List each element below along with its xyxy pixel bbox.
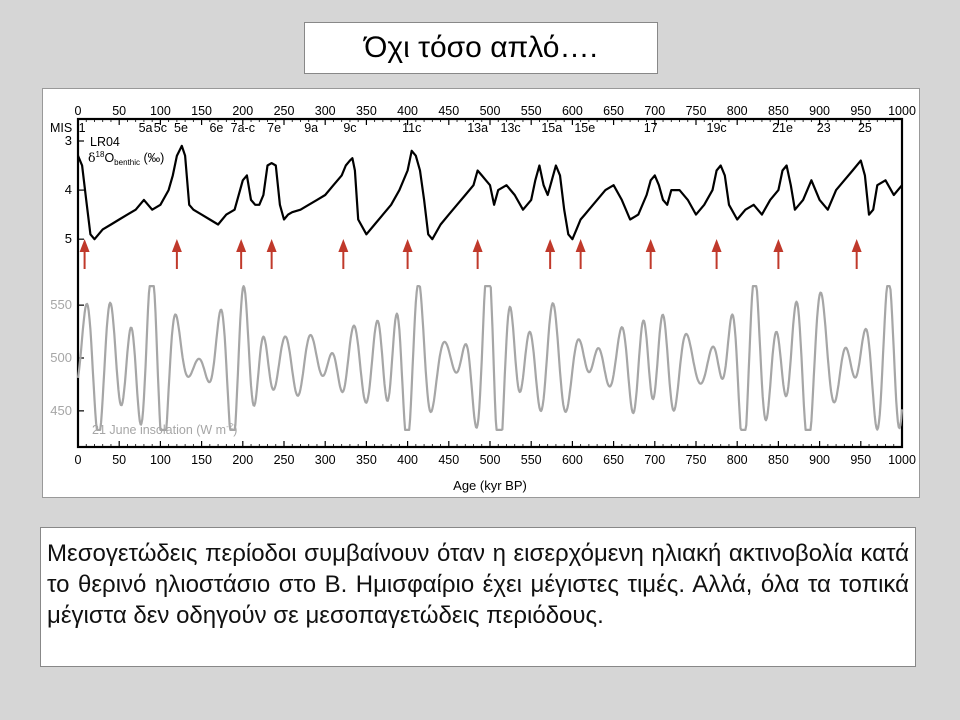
chart-frame: 0 0 50 50 100 100 150 150 200 200 250 250 300 300 350 3… [42,88,920,498]
x-tick-label-bottom: 1000 [888,453,916,467]
label-superscript: 18 [96,150,105,159]
mis-stage-label: 13a [467,121,488,135]
x-tick-label-bottom: 600 [562,453,583,467]
d18o-y-tick-label: 4 [65,182,72,197]
interglacial-arrow-head [472,239,483,252]
d18o-series-label-units: δ18Obenthic (‰) [88,150,164,167]
x-tick-label-top: 700 [644,104,665,118]
insolation-series-line [76,285,904,431]
x-tick-label-top: 800 [727,104,748,118]
label-unit: (‰) [140,151,164,165]
x-tick-label-top: 100 [150,104,171,118]
x-tick-label-bottom: 150 [191,453,212,467]
caption-box: Μεσογετώδεις περίοδοι συμβαίνουν όταν η … [40,527,916,667]
x-tick-label-top: 500 [480,104,501,118]
mis-stage-label: 15a [541,121,562,135]
x-tick-label-bottom: 350 [356,453,377,467]
insolation-y-tick-label: 500 [50,350,72,365]
label-o: O [104,151,114,165]
interglacial-arrow-head [575,239,586,252]
x-tick-label-top: 150 [191,104,212,118]
x-tick-label-top: 900 [809,104,830,118]
mis-stage-label: 9c [343,121,356,135]
x-tick-label-top: 400 [397,104,418,118]
interglacial-arrow-head [773,239,784,252]
mis-stage-label: 7a-c [231,121,255,135]
mis-stage-label: 25 [858,121,872,135]
x-tick-label-top: 950 [850,104,871,118]
interglacial-arrow-head [236,239,247,252]
x-tick-label-bottom: 200 [232,453,253,467]
label-subscript: benthic [114,158,140,167]
interglacial-arrow-head [79,239,90,252]
x-tick-label-bottom: 950 [850,453,871,467]
x-tick-label-bottom: 450 [438,453,459,467]
d18o-series-line [76,144,903,241]
x-tick-label-top: 1000 [888,104,916,118]
interglacial-arrow-head [171,239,182,252]
x-tick-label-bottom: 850 [768,453,789,467]
interglacial-arrow-head [851,239,862,252]
x-tick-label-top: 750 [686,104,707,118]
x-tick-label-bottom: 100 [150,453,171,467]
mis-label: MIS [50,121,72,135]
x-tick-label-bottom: 500 [480,453,501,467]
x-tick-label-top: 250 [274,104,295,118]
interglacial-arrow-head [645,239,656,252]
mis-stage-label: 11c [402,121,421,135]
d18o-y-tick-label: 5 [65,231,72,246]
mis-stage-label: 23 [817,121,831,135]
mis-stage-label: 5a [139,121,153,135]
x-tick-label-top: 650 [603,104,624,118]
x-tick-label-bottom: 0 [75,453,82,467]
x-tick-label-bottom: 900 [809,453,830,467]
d18o-series-label: LR04 [90,135,120,149]
x-tick-label-bottom: 50 [112,453,126,467]
x-tick-label-bottom: 250 [274,453,295,467]
caption-text: Μεσογετώδεις περίοδοι συμβαίνουν όταν η … [47,540,909,629]
x-tick-label-bottom: 550 [521,453,542,467]
x-tick-label-bottom: 700 [644,453,665,467]
insolation-y-tick-label: 450 [50,403,72,418]
mis-stage-label: 6e [209,121,223,135]
x-tick-label-top: 0 [75,104,82,118]
interglacial-arrow-head [402,239,413,252]
x-tick-label-top: 850 [768,104,789,118]
x-tick-label-bottom: 800 [727,453,748,467]
mis-stage-label: 15e [574,121,595,135]
slide-title: Όχι τόσο απλό…. [304,22,658,74]
mis-stage-label: 7e [267,121,281,135]
chart-svg: 0 0 50 50 100 100 150 150 200 200 250 250 300 300 350 3… [50,104,916,493]
delta-symbol: δ [88,150,96,165]
interglacial-arrow-head [545,239,556,252]
interglacial-arrow-head [338,239,349,252]
x-tick-label-bottom: 400 [397,453,418,467]
mis-stage-label: 5e [174,121,188,135]
x-tick-label-top: 200 [232,104,253,118]
interglacial-arrow-head [711,239,722,252]
mis-stage-label: 17 [644,121,658,135]
x-tick-label-top: 300 [315,104,336,118]
x-tick-label-top: 450 [438,104,459,118]
d18o-y-tick-label: 3 [65,133,72,148]
mis-stage-label: 9a [304,121,318,135]
insolation-label-text: 21 June insolation (W m [92,423,226,437]
x-tick-label-top: 50 [112,104,126,118]
insolation-y-tick-label: 550 [50,297,72,312]
x-axis-label: Age (kyr BP) [453,478,527,493]
x-tick-label-bottom: 300 [315,453,336,467]
x-tick-label-top: 600 [562,104,583,118]
x-tick-label-bottom: 650 [603,453,624,467]
plot-frame [76,117,904,449]
mis-stage-label: 13c [501,121,521,135]
interglacial-arrow-head [266,239,277,252]
mis-stage-label: 5c [154,121,167,135]
x-tick-label-bottom: 750 [686,453,707,467]
x-tick-label-top: 550 [521,104,542,118]
mis-stage-label: 1 [79,121,86,135]
mis-stage-label: 19c [707,121,727,135]
mis-stage-label: 21e [772,121,793,135]
x-tick-label-top: 350 [356,104,377,118]
